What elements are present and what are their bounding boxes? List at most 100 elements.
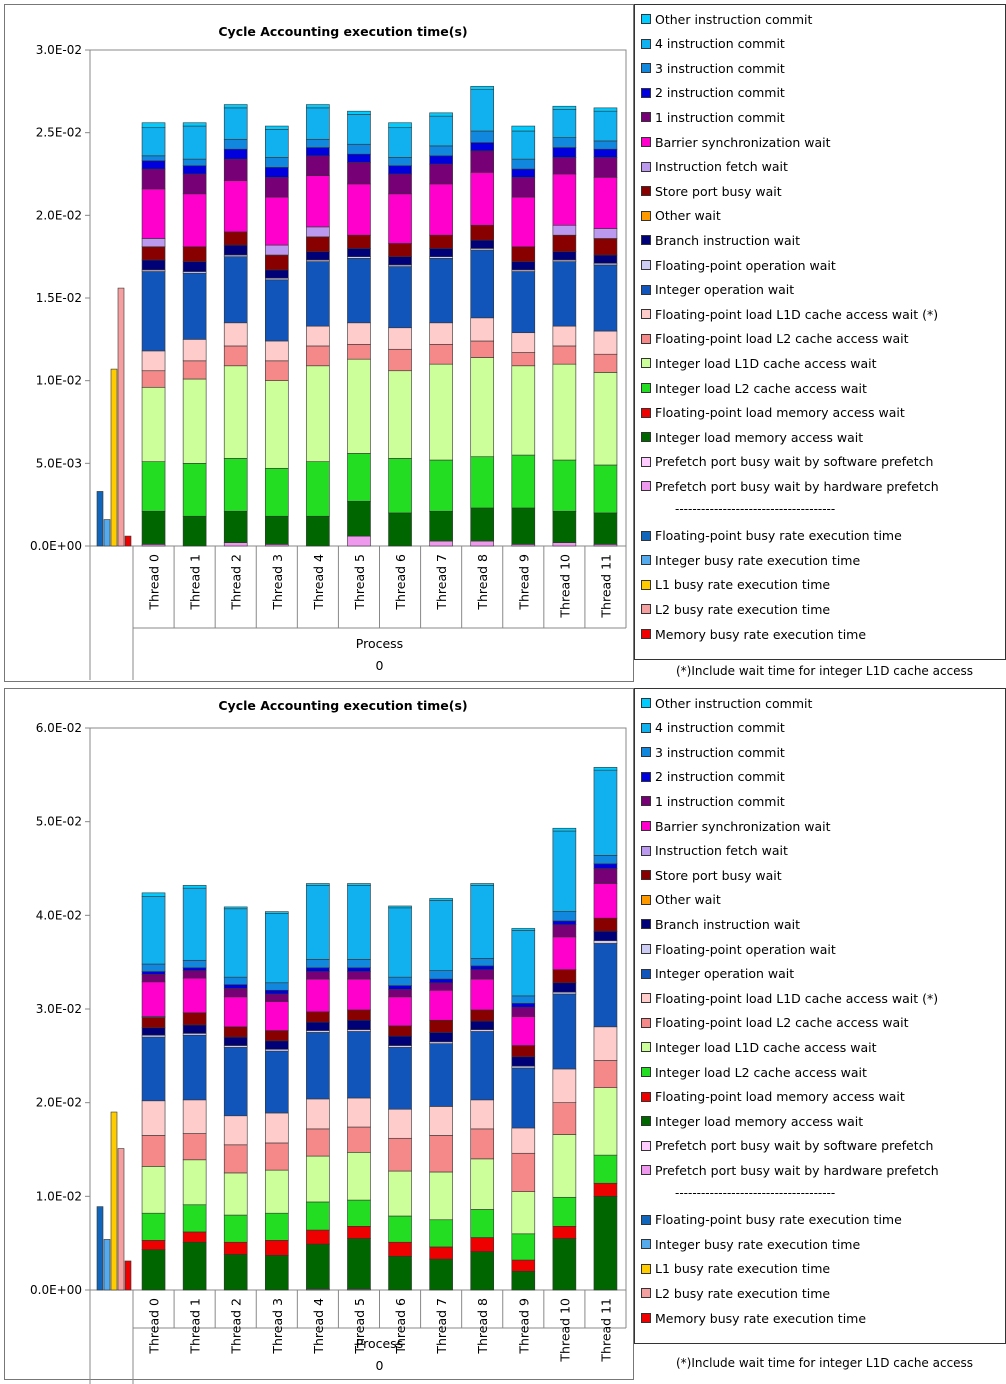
x-tick-label: Thread 4 xyxy=(311,554,326,611)
legend-swatch xyxy=(641,845,651,856)
legend-swatch xyxy=(641,137,651,147)
bar-segment xyxy=(593,767,618,771)
bar-segment xyxy=(593,855,618,865)
bar-segment xyxy=(182,158,207,167)
bar-segment xyxy=(593,254,618,264)
bar-segment xyxy=(347,501,371,537)
bar-segment xyxy=(593,1154,618,1184)
y-tick-label: 4.0E-02 xyxy=(36,908,82,922)
legend-label: Floating-point load L2 cache access wait xyxy=(655,1015,909,1031)
bar-segment xyxy=(347,234,371,249)
stacked-bar-chart: Cycle Accounting execution time(s) 0.0E+0… xyxy=(30,698,627,1384)
bar-segment xyxy=(470,317,495,342)
bar-segment xyxy=(593,148,618,158)
bar-segment xyxy=(388,985,412,990)
bar-segment xyxy=(511,1152,536,1192)
legend-swatch xyxy=(641,358,651,369)
bar-segment xyxy=(429,1019,453,1033)
bar-segment xyxy=(429,540,453,547)
bar-segment xyxy=(470,507,495,542)
bar-segment xyxy=(347,1009,371,1021)
bar-segment xyxy=(593,917,618,932)
bar-segment xyxy=(141,1212,166,1241)
bar-segment xyxy=(141,1166,166,1214)
bar-segment xyxy=(306,226,330,238)
legend-swatch xyxy=(641,1313,651,1323)
bar-segment xyxy=(388,243,412,257)
bar-segment xyxy=(141,160,166,170)
bar-segment xyxy=(182,885,207,889)
bar-segment xyxy=(141,1036,166,1102)
bar-segment xyxy=(388,122,412,129)
legend: Other instruction commit 4 instruction co… xyxy=(634,4,1006,660)
bar-segment xyxy=(552,251,577,261)
bar-segment xyxy=(223,1036,248,1046)
y-tick-label: 6.0E-02 xyxy=(36,721,82,735)
bar-segment xyxy=(593,1196,618,1291)
legend-label: 4 instruction commit xyxy=(655,36,785,52)
busy-bar xyxy=(103,519,111,547)
bar-segment xyxy=(347,1152,371,1201)
bar-segment xyxy=(264,340,289,362)
bar-segment xyxy=(593,372,618,466)
bar-segment xyxy=(264,1212,289,1241)
bar-segment xyxy=(264,993,289,1002)
bar-segment xyxy=(306,971,330,980)
bar-segment xyxy=(470,340,495,358)
legend-swatch xyxy=(641,821,651,831)
bar-segment xyxy=(182,1241,207,1291)
bar-segment xyxy=(182,1024,207,1034)
bar-segment xyxy=(141,386,166,462)
bar-segment xyxy=(388,989,412,998)
bar-segment xyxy=(182,1204,207,1233)
legend-swatch xyxy=(641,698,651,708)
bar-segment xyxy=(306,978,330,1013)
legend-label: Floating-point load L1D cache access wai… xyxy=(655,990,939,1006)
bar-segment xyxy=(429,898,453,901)
x-tick-label: Thread 11 xyxy=(598,1298,613,1363)
bar-segment xyxy=(552,1196,577,1227)
bar-segment xyxy=(429,1258,453,1291)
x-tick-label: Thread 5 xyxy=(352,554,367,611)
bar-segment xyxy=(388,266,412,329)
bar-segment xyxy=(429,343,453,365)
bar-segment xyxy=(141,1249,166,1291)
bar-segment xyxy=(552,345,577,365)
bar-segment xyxy=(511,1191,536,1235)
bar-segment xyxy=(141,168,166,190)
legend-item: Branch instruction wait xyxy=(641,915,800,933)
legend-swatch xyxy=(641,944,651,954)
legend-label: 3 instruction commit xyxy=(655,60,785,76)
legend-item: Integer operation wait xyxy=(641,281,794,299)
bar-segment xyxy=(223,1144,248,1174)
x-axis-label: Process xyxy=(356,636,403,651)
bar-segment xyxy=(552,827,577,832)
bar-segment xyxy=(429,234,453,249)
bar-segment xyxy=(470,239,495,249)
bar-segment xyxy=(470,958,495,967)
bar-segment xyxy=(429,1246,453,1260)
legend-separator: ------------------------------------- xyxy=(675,502,836,516)
bar-segment xyxy=(182,378,207,464)
bar-segment xyxy=(306,461,330,517)
bar-segment xyxy=(388,1108,412,1139)
bar-segment xyxy=(470,1158,495,1210)
x-tick-label: Thread 7 xyxy=(434,554,449,611)
bar-segment xyxy=(511,196,536,248)
y-tick-label: 1.0E-02 xyxy=(36,374,82,388)
bar-segment xyxy=(429,1032,453,1043)
bar-segment xyxy=(388,1215,412,1243)
bar-segment xyxy=(470,456,495,509)
bar-segment xyxy=(182,193,207,248)
x-tick-label: Thread 1 xyxy=(188,1298,203,1355)
bar-segment xyxy=(264,913,289,984)
bar-segment xyxy=(182,165,207,175)
legend-label: Branch instruction wait xyxy=(655,232,800,248)
legend-swatch xyxy=(641,919,651,930)
bar-segment xyxy=(141,122,166,129)
footnote: (*)Include wait time for integer L1D cac… xyxy=(676,1356,974,1370)
legend-swatch xyxy=(641,1091,651,1102)
x-tick-label: Thread 0 xyxy=(147,1298,162,1355)
bar-segment xyxy=(264,989,289,995)
bar-segment xyxy=(347,258,371,324)
